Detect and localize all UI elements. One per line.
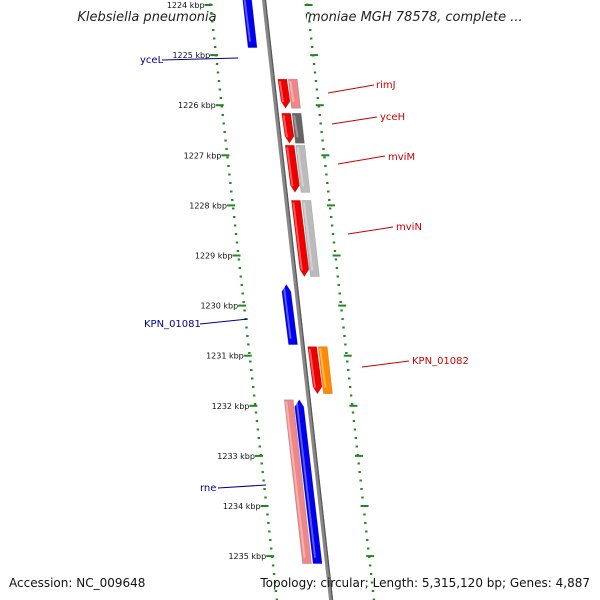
scale-tick: 1229 kbp [195, 252, 241, 261]
dotted-guides [209, 3, 376, 600]
tick-label: 1228 kbp [189, 201, 227, 210]
genome-summary-text: Topology: circular; Length: 5,315,120 bp… [260, 576, 590, 590]
scale-tick: 1224 kbp [167, 1, 213, 10]
gene-mvim[interactable] [284, 144, 311, 194]
tick-label: 1231 kbp [206, 352, 244, 361]
gene-name-text[interactable]: KPN_01082 [412, 356, 469, 367]
gene-highlight [278, 80, 285, 103]
scale-tick: 1228 kbp [189, 201, 235, 210]
scale-tick: 1232 kbp [212, 402, 258, 411]
gene-label-ycel[interactable]: yceL [140, 55, 239, 66]
tick-label: 1226 kbp [178, 101, 216, 110]
gene-feature[interactable] [295, 144, 311, 193]
gene-feature[interactable] [287, 78, 301, 109]
left-dotted-guide [209, 3, 279, 600]
gene-name-text[interactable]: rimJ [376, 80, 396, 91]
gene-kpn-01081[interactable] [281, 283, 299, 346]
gene-feature[interactable] [317, 346, 333, 395]
gene-label-rimj[interactable]: rimJ [327, 80, 396, 94]
gene-highlight [243, 0, 252, 42]
gene-feature[interactable] [277, 78, 291, 109]
leader-line [337, 155, 386, 165]
gene-feature[interactable] [307, 346, 323, 395]
feature-band [214, 0, 372, 600]
gene-feature[interactable] [242, 0, 258, 48]
gene-name-text[interactable]: yceH [380, 112, 405, 123]
scale-ticks: 1224 kbp 1225 kbp 1226 kbp 1227 kbp 1228 kbp… [167, 1, 375, 561]
tick-label: 1224 kbp [167, 1, 205, 10]
gene-feature[interactable] [283, 399, 313, 565]
tick-label: 1232 kbp [212, 402, 250, 411]
gene-feature[interactable] [294, 399, 323, 565]
gene-rimj[interactable] [277, 78, 301, 109]
gene-label-yceh[interactable]: yceH [331, 112, 405, 125]
gene-highlight [282, 115, 288, 138]
gene-name-text[interactable]: mviN [396, 222, 422, 233]
gene-feature[interactable] [290, 199, 310, 278]
gene-name-text[interactable]: rne [200, 483, 216, 494]
backbone [214, 0, 372, 600]
gene-rne[interactable] [283, 399, 323, 565]
gene-feature[interactable] [301, 199, 320, 277]
gene-highlight [292, 202, 303, 271]
gene-label-mvim[interactable]: mviM [337, 152, 415, 165]
accession-text: Accession: NC_009648 [9, 576, 146, 590]
scale-tick: 1231 kbp [206, 352, 252, 361]
gene-kpn-01082[interactable] [307, 346, 333, 395]
leader-line [327, 84, 375, 94]
leader-line [161, 57, 239, 61]
gene-label-kpn-01081[interactable]: KPN_01081 [144, 318, 249, 330]
leader-line [331, 116, 378, 125]
tick-label: 1225 kbp [172, 51, 210, 60]
gene-highlight [308, 348, 316, 388]
gene-mvin[interactable] [290, 199, 320, 278]
tick-label: 1227 kbp [184, 151, 222, 160]
gene-name-text[interactable]: yceL [140, 55, 164, 66]
gene-yceh[interactable] [281, 112, 305, 145]
scale-tick: 1234 kbp [223, 502, 269, 511]
gene-highlight [296, 147, 304, 187]
gene-name-text[interactable]: KPN_01081 [144, 319, 201, 330]
gene-labels[interactable]: yceL rimJ yceH mviM mviN KPN_01081 KPN_01082rn… [140, 55, 469, 494]
scale-tick: 1230 kbp [200, 302, 247, 311]
gene-label-mvin[interactable]: mviN [347, 222, 422, 235]
gene-highlight [289, 80, 295, 103]
gene-label-kpn-01082[interactable]: KPN_01082 [361, 356, 469, 368]
scale-tick: 1227 kbp [184, 151, 230, 160]
leader-line [199, 318, 249, 325]
gene-features[interactable] [242, 0, 333, 565]
backbone-line [261, 0, 334, 600]
gene-feature[interactable] [281, 112, 295, 145]
gene-feature[interactable] [291, 112, 305, 144]
scale-tick: 1225 kbp [172, 51, 219, 60]
gene-highlight [302, 202, 314, 271]
gene-highlight [295, 401, 317, 558]
gene-ycel[interactable] [242, 0, 258, 48]
gene-name-text[interactable]: mviM [388, 152, 415, 163]
scale-tick: 1226 kbp [178, 101, 224, 110]
gene-highlight [286, 147, 294, 187]
gene-highlight [285, 401, 306, 558]
tick-label: 1233 kbp [217, 452, 255, 461]
leader-line [347, 226, 394, 235]
tick-label: 1230 kbp [200, 302, 238, 311]
gene-label-rne[interactable]: rne [200, 483, 267, 494]
tick-label: 1234 kbp [223, 502, 261, 511]
leader-line [217, 484, 267, 489]
gene-feature[interactable] [284, 144, 300, 194]
gene-highlight [319, 348, 327, 388]
gene-feature[interactable] [281, 283, 299, 346]
tick-label: 1235 kbp [228, 552, 266, 561]
tick-label: 1229 kbp [195, 252, 233, 261]
scale-tick: 1235 kbp [228, 552, 275, 561]
right-dotted-guide [306, 3, 376, 600]
gene-highlight [282, 286, 292, 339]
scale-tick: 1233 kbp [217, 452, 263, 461]
leader-line [361, 360, 410, 368]
backbone-shadow [264, 0, 334, 600]
gene-highlight [293, 115, 299, 138]
